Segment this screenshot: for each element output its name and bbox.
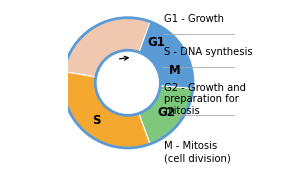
Wedge shape: [139, 22, 193, 89]
Wedge shape: [64, 18, 193, 148]
Text: G2 - Growth and
preparation for
mitosis: G2 - Growth and preparation for mitosis: [164, 83, 246, 116]
Text: G1: G1: [147, 36, 165, 49]
Text: G1 - Growth: G1 - Growth: [164, 14, 224, 24]
Circle shape: [95, 50, 160, 115]
Text: M - Mitosis
(cell division): M - Mitosis (cell division): [164, 141, 231, 163]
Text: S - DNA synthesis: S - DNA synthesis: [164, 47, 253, 57]
Text: M: M: [169, 64, 181, 77]
Wedge shape: [63, 71, 150, 148]
Text: S: S: [92, 114, 101, 127]
Wedge shape: [139, 86, 193, 144]
Text: G2: G2: [157, 106, 175, 119]
